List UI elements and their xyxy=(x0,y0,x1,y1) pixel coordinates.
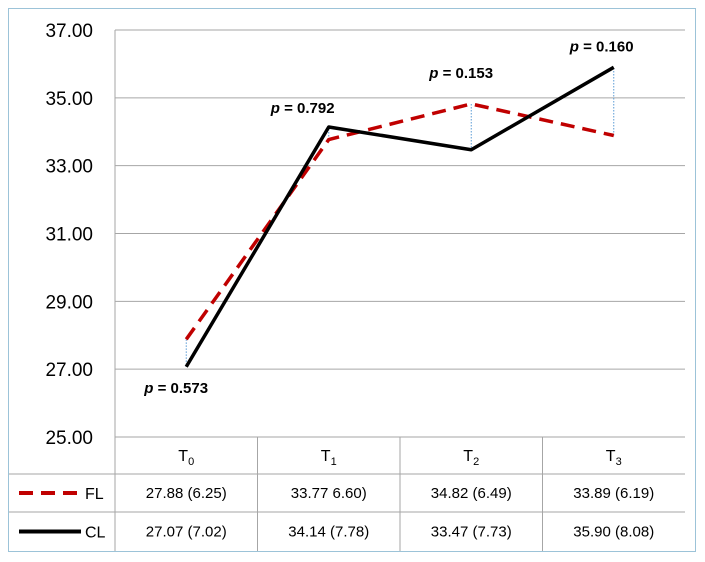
table-cell: 27.07 (7.02) xyxy=(146,524,227,541)
chart-frame: 25.00 27.00 29.00 31.00 33.00 35.00 37.00 p = … xyxy=(8,8,696,552)
p-value-text: = 0.573 xyxy=(153,380,208,397)
category-label: T0 xyxy=(178,448,194,468)
y-tick-label: 37.00 xyxy=(45,21,93,42)
category-base: T xyxy=(321,448,331,465)
p-symbol: p xyxy=(270,100,280,117)
category-base: T xyxy=(463,448,473,465)
p-symbol: p xyxy=(428,65,438,82)
series-line-fl xyxy=(184,102,615,341)
category-base: T xyxy=(178,448,188,465)
category-subscript: 0 xyxy=(188,456,194,468)
y-tick-label: 33.00 xyxy=(45,157,93,178)
table-cell: 27.88 (6.25) xyxy=(146,485,227,502)
table-cell: 35.90 (8.08) xyxy=(573,524,654,541)
table-cell: 33.47 (7.73) xyxy=(431,524,512,541)
p-value-label: p = 0.792 xyxy=(270,100,335,117)
table-cell: 34.82 (6.49) xyxy=(431,485,512,502)
y-axis-ticks: 25.00 27.00 29.00 31.00 33.00 35.00 37.00 xyxy=(45,21,93,449)
category-subscript: 1 xyxy=(331,456,337,468)
y-tick-label: 27.00 xyxy=(45,360,93,381)
category-label: T1 xyxy=(321,448,337,468)
category-label: T2 xyxy=(463,448,479,468)
y-tick-label: 35.00 xyxy=(45,89,93,110)
y-tick-label: 31.00 xyxy=(45,225,93,246)
legend-label-cl: CL xyxy=(85,525,106,542)
p-symbol: p xyxy=(143,380,153,397)
table-cell: 33.89 (6.19) xyxy=(573,485,654,502)
series-lines xyxy=(184,65,615,368)
p-value-label: p = 0.160 xyxy=(569,38,634,55)
y-tick-label: 29.00 xyxy=(45,292,93,313)
p-value-text: = 0.153 xyxy=(438,65,493,82)
category-subscript: 2 xyxy=(473,456,479,468)
p-symbol: p xyxy=(569,38,579,55)
line-chart: 25.00 27.00 29.00 31.00 33.00 35.00 37.00 p = … xyxy=(9,21,685,551)
gridlines xyxy=(114,29,685,438)
table-cell: 34.14 (7.78) xyxy=(288,524,369,541)
category-label: T3 xyxy=(606,448,622,468)
p-value-label: p = 0.153 xyxy=(428,65,493,82)
drop-lines xyxy=(185,67,615,367)
p-value-label: p = 0.573 xyxy=(143,380,208,397)
p-value-text: = 0.792 xyxy=(280,100,335,117)
table-cell: 33.77 6.60) xyxy=(291,485,367,502)
legend-label-fl: FL xyxy=(85,486,104,503)
y-tick-label: 25.00 xyxy=(45,428,93,449)
p-value-text: = 0.160 xyxy=(579,38,634,55)
category-base: T xyxy=(606,448,616,465)
series-line-cl xyxy=(184,65,615,368)
category-subscript: 3 xyxy=(616,456,622,468)
